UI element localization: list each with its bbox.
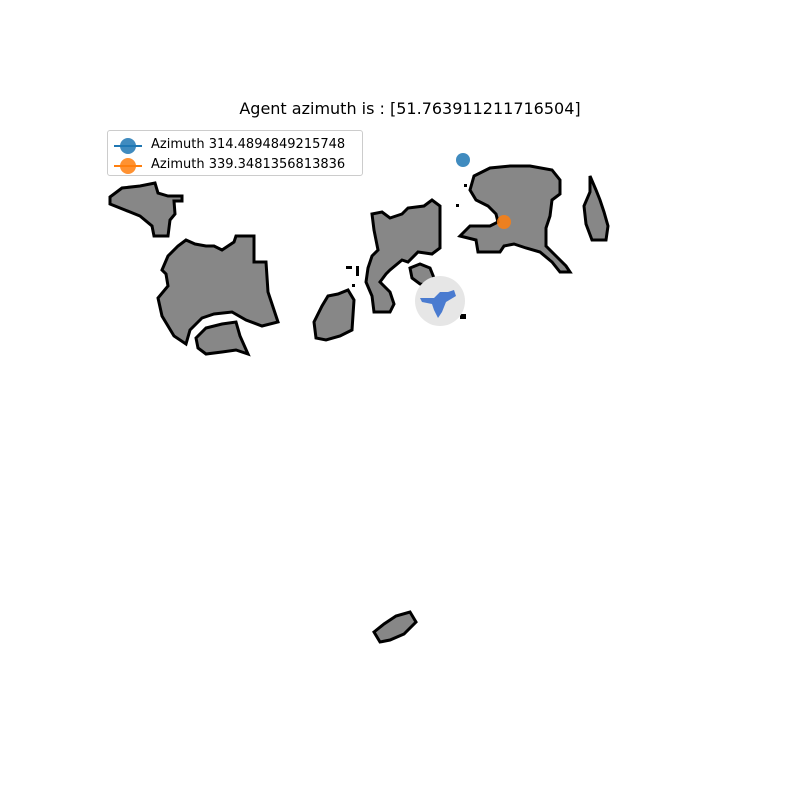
speck: [460, 314, 466, 319]
speck: [352, 284, 355, 287]
obstacle-8: [582, 175, 610, 242]
obstacle-3: [194, 320, 251, 357]
legend-label: Azimuth 314.4894849215748: [151, 137, 346, 152]
agent-arrow-icon: [420, 290, 456, 318]
obstacles: [108, 164, 610, 644]
obstacle-4: [312, 288, 356, 342]
page-title: Agent azimuth is : [51.763911211716504]: [239, 99, 581, 118]
obstacle-2: [156, 234, 280, 347]
speck: [456, 204, 459, 207]
specks: [346, 184, 467, 319]
obstacle-1: [108, 181, 184, 238]
legend-marker-icon: [120, 158, 136, 174]
speck: [356, 266, 359, 276]
obstacle-7: [457, 164, 573, 274]
legend-marker-icon: [120, 138, 136, 154]
waypoint-azimuth-1: [456, 153, 470, 167]
speck: [464, 184, 467, 187]
legend: Azimuth 314.4894849215748 Azimuth 339.34…: [107, 130, 363, 176]
agent: [415, 276, 465, 326]
obstacle-9: [372, 610, 418, 644]
obstacle-5: [364, 198, 442, 314]
legend-item: Azimuth 314.4894849215748: [108, 134, 362, 154]
waypoint-azimuth-2: [497, 215, 511, 229]
speck: [346, 266, 352, 269]
legend-label: Azimuth 339.3481356813836: [151, 157, 346, 172]
legend-item: Azimuth 339.3481356813836: [108, 154, 362, 174]
